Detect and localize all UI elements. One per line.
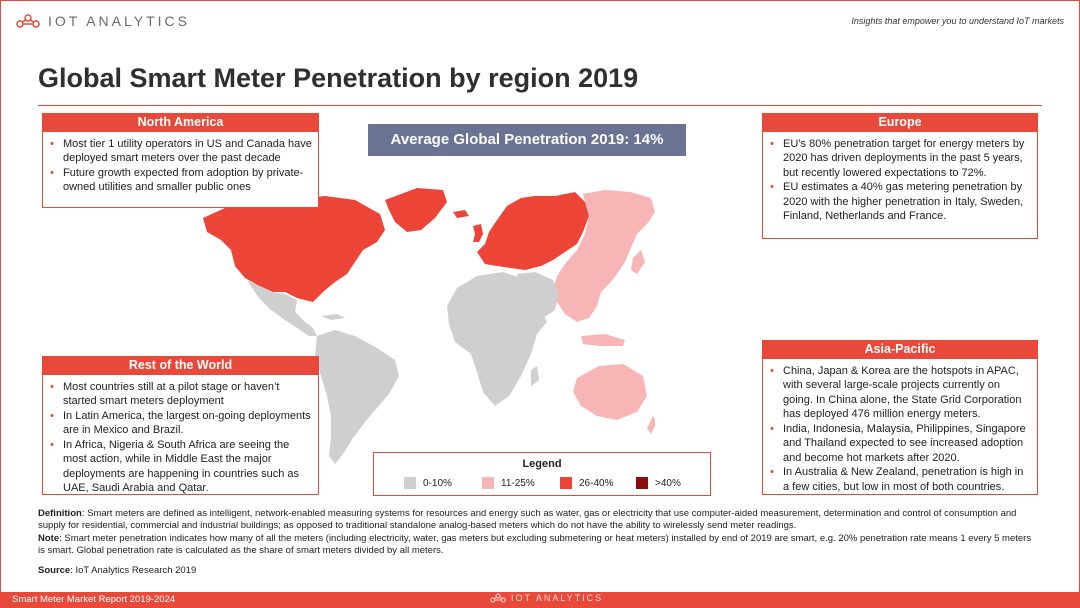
logo: IOT ANALYTICS	[16, 13, 190, 29]
bullet-item: EU’s 80% penetration target for energy m…	[769, 137, 1031, 181]
legend-label: 11-25%	[501, 477, 535, 489]
region-title: Asia-Pacific	[763, 341, 1037, 359]
legend-swatch	[404, 477, 416, 489]
region-box-north-america: North America Most tier 1 utility operat…	[42, 113, 319, 208]
footer-report-title: Smart Meter Market Report 2019-2024	[12, 594, 176, 605]
map-iceland	[453, 210, 469, 218]
legend-label: >40%	[655, 477, 681, 489]
map-north-america	[203, 196, 385, 302]
logo-text: IOT ANALYTICS	[48, 13, 190, 29]
footer-logo-text: IOT ANALYTICS	[511, 593, 604, 603]
map-madagascar	[531, 366, 539, 386]
legend-label: 26-40%	[579, 477, 614, 489]
legend-item-over-40: >40%	[636, 477, 681, 489]
legend-label: 0-10%	[423, 477, 452, 489]
legend-item-26-40: 26-40%	[560, 477, 613, 489]
bullet-item: In Latin America, the largest on-going d…	[49, 409, 312, 438]
title-divider	[38, 105, 1042, 106]
map-asia-pacific	[553, 190, 655, 322]
region-bullets: China, Japan & Korea are the hotspots in…	[769, 364, 1031, 495]
bullet-item: In Australia & New Zealand, penetration …	[769, 465, 1031, 494]
footer-bar: Smart Meter Market Report 2019-2024 IOT …	[0, 592, 1080, 608]
legend-swatch	[636, 477, 648, 489]
methodology-note: Note: Smart meter penetration indicates …	[38, 533, 1038, 558]
region-box-europe: Europe EU’s 80% penetration target for e…	[762, 113, 1038, 239]
footnotes: Definition: Smart meters are defined as …	[38, 508, 1038, 577]
legend-swatch	[560, 477, 572, 489]
bullet-item: EU estimates a 40% gas metering penetrat…	[769, 180, 1031, 224]
bullet-item: In Africa, Nigeria & South Africa are se…	[49, 438, 312, 496]
iot-network-icon	[16, 14, 40, 28]
bullet-item: Future growth expected from adoption by …	[49, 166, 312, 195]
bullet-item: Most countries still at a pilot stage or…	[49, 380, 312, 409]
region-box-rest-of-world: Rest of the World Most countries still a…	[42, 356, 319, 495]
tagline: Insights that empower you to understand …	[851, 16, 1064, 26]
map-australia	[573, 364, 647, 420]
map-greenland	[385, 188, 447, 232]
map-japan	[631, 250, 645, 274]
map-southeast-asia-islands	[581, 334, 625, 346]
legend-swatch	[482, 477, 494, 489]
page-title: Global Smart Meter Penetration by region…	[38, 63, 639, 93]
bullet-item: China, Japan & Korea are the hotspots in…	[769, 364, 1031, 422]
region-title: Europe	[763, 114, 1037, 132]
map-africa	[447, 272, 547, 406]
bullet-item: India, Indonesia, Malaysia, Philippines,…	[769, 422, 1031, 466]
region-bullets: Most countries still at a pilot stage or…	[49, 380, 312, 496]
definition-text: : Smart meters are defined as intelligen…	[38, 508, 1017, 532]
definition-note: Definition: Smart meters are defined as …	[38, 508, 1038, 533]
map-new-zealand	[647, 416, 655, 434]
map-europe	[477, 192, 589, 270]
map-mexico-central-america	[247, 280, 317, 336]
map-caribbean	[321, 314, 345, 320]
legend-item-11-25: 11-25%	[482, 477, 535, 489]
average-penetration-banner: Average Global Penetration 2019: 14%	[368, 124, 686, 156]
region-bullets: Most tier 1 utility operators in US and …	[49, 137, 312, 195]
source-text: : IoT Analytics Research 2019	[70, 565, 197, 577]
world-map	[203, 188, 655, 464]
legend-item-0-10: 0-10%	[404, 477, 452, 489]
legend-title: Legend	[522, 458, 562, 470]
source-note: Source: IoT Analytics Research 2019	[38, 565, 1038, 577]
definition-label: Definition	[38, 508, 82, 519]
region-title: North America	[43, 114, 318, 132]
map-south-america	[315, 330, 399, 464]
bullet-item: Most tier 1 utility operators in US and …	[49, 137, 312, 166]
footer-logo: IOT ANALYTICS	[490, 593, 603, 603]
iot-network-icon	[490, 593, 506, 603]
note-label: Note	[38, 532, 60, 544]
note-text: : Smart meter penetration indicates how …	[38, 532, 1032, 556]
region-box-asia-pacific: Asia-Pacific China, Japan & Korea are th…	[762, 340, 1038, 495]
source-label: Source	[38, 565, 71, 577]
map-uk	[473, 224, 483, 242]
region-bullets: EU’s 80% penetration target for energy m…	[769, 137, 1031, 224]
region-title: Rest of the World	[43, 357, 318, 375]
map-legend: Legend 0-10% 11-25% 26-40% >40%	[373, 452, 711, 496]
